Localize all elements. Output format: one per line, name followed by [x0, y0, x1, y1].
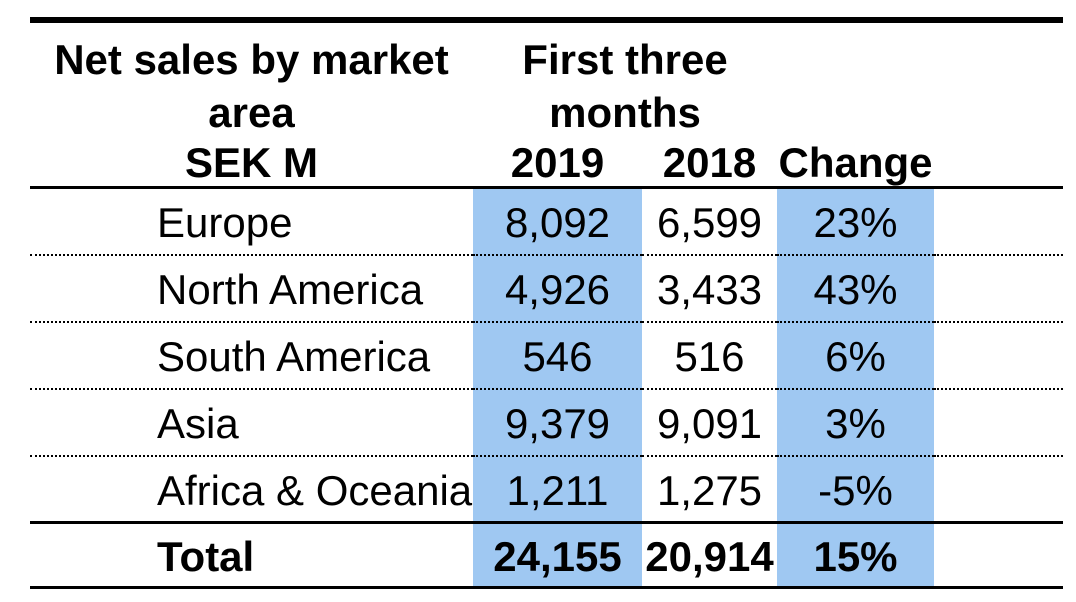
- value-2018: 6,599: [642, 189, 777, 256]
- table-body: Europe 8,092 6,599 23% North America 4,9…: [30, 189, 1063, 589]
- header-spacer: [777, 33, 934, 142]
- column-header-2018: 2018: [662, 139, 757, 186]
- period-header: First three months: [522, 36, 728, 136]
- column-header-2019: 2019: [510, 139, 605, 186]
- row-spacer: [934, 256, 1063, 323]
- unit-label: SEK M: [184, 139, 318, 186]
- table-row-africa-oceania: Africa & Oceania 1,211 1,275 -5%: [30, 457, 1063, 524]
- row-spacer: [934, 323, 1063, 390]
- row-label: South America: [30, 323, 473, 390]
- value-2018: 1,275: [642, 457, 777, 524]
- row-spacer: [934, 189, 1063, 256]
- table-row-north-america: North America 4,926 3,433 43%: [30, 256, 1063, 323]
- row-spacer: [934, 457, 1063, 524]
- table-title: Net sales by market area: [54, 36, 449, 136]
- row-spacer: [934, 524, 1063, 589]
- net-sales-table: Net sales by market area First three mon…: [30, 17, 1063, 589]
- header-spacer: [934, 185, 1063, 186]
- table-row-asia: Asia 9,379 9,091 3%: [30, 390, 1063, 457]
- value-2019: 546: [473, 323, 642, 390]
- row-label: Asia: [30, 390, 473, 457]
- value-change: 6%: [777, 323, 934, 390]
- header-title-row: Net sales by market area First three mon…: [30, 23, 1063, 142]
- value-change: 3%: [777, 390, 934, 457]
- total-2018: 20,914: [642, 524, 777, 589]
- row-label: North America: [30, 256, 473, 323]
- total-label: Total: [30, 524, 473, 589]
- value-2018: 3,433: [642, 256, 777, 323]
- column-header-row: SEK M 2019 2018 Change: [30, 139, 1063, 186]
- table-row-total: Total 24,155 20,914 15%: [30, 524, 1063, 589]
- value-change: 43%: [777, 256, 934, 323]
- value-2019: 1,211: [473, 457, 642, 524]
- value-2019: 9,379: [473, 390, 642, 457]
- table-header: Net sales by market area First three mon…: [30, 23, 1063, 189]
- header-spacer: [934, 33, 1063, 142]
- value-2019: 8,092: [473, 189, 642, 256]
- table-row-europe: Europe 8,092 6,599 23%: [30, 189, 1063, 256]
- value-change: 23%: [777, 189, 934, 256]
- value-2019: 4,926: [473, 256, 642, 323]
- row-spacer: [934, 390, 1063, 457]
- value-change: -5%: [777, 457, 934, 524]
- table-row-south-america: South America 546 516 6%: [30, 323, 1063, 390]
- row-label: Europe: [30, 189, 473, 256]
- value-2018: 9,091: [642, 390, 777, 457]
- value-2018: 516: [642, 323, 777, 390]
- total-change: 15%: [777, 524, 934, 589]
- total-2019: 24,155: [473, 524, 642, 589]
- column-header-change: Change: [778, 139, 933, 186]
- row-label: Africa & Oceania: [30, 457, 473, 524]
